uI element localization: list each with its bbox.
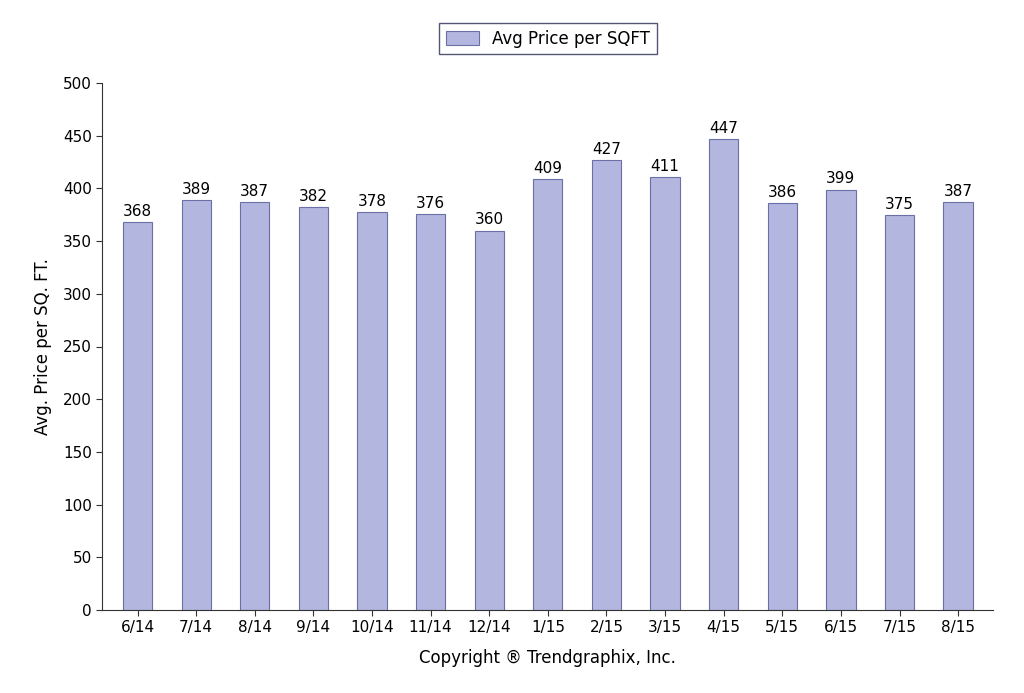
Text: 447: 447 xyxy=(710,121,738,136)
Text: 399: 399 xyxy=(826,171,855,186)
Bar xyxy=(592,160,622,610)
Bar xyxy=(709,139,738,610)
Text: 375: 375 xyxy=(885,197,914,211)
Bar xyxy=(181,200,211,610)
Bar xyxy=(768,203,797,610)
Text: 386: 386 xyxy=(768,185,797,200)
Text: 387: 387 xyxy=(241,184,269,199)
Bar xyxy=(416,213,445,610)
Text: 411: 411 xyxy=(650,159,680,174)
Bar xyxy=(241,202,269,610)
Bar xyxy=(826,190,855,610)
Bar xyxy=(123,222,153,610)
Bar xyxy=(885,215,914,610)
Bar xyxy=(299,207,328,610)
Text: 427: 427 xyxy=(592,142,621,157)
X-axis label: Copyright ® Trendgraphix, Inc.: Copyright ® Trendgraphix, Inc. xyxy=(420,649,676,667)
Bar xyxy=(943,202,973,610)
Text: 387: 387 xyxy=(943,184,973,199)
Text: 368: 368 xyxy=(123,204,153,219)
Text: 409: 409 xyxy=(534,161,562,176)
Text: 360: 360 xyxy=(475,213,504,227)
Bar xyxy=(534,179,562,610)
Text: 378: 378 xyxy=(357,193,386,209)
Bar xyxy=(357,211,387,610)
Bar xyxy=(650,177,680,610)
Y-axis label: Avg. Price per SQ. FT.: Avg. Price per SQ. FT. xyxy=(34,258,52,435)
Bar xyxy=(474,231,504,610)
Legend: Avg Price per SQFT: Avg Price per SQFT xyxy=(439,23,656,54)
Text: 382: 382 xyxy=(299,189,328,204)
Text: 389: 389 xyxy=(181,182,211,197)
Text: 376: 376 xyxy=(416,195,445,211)
